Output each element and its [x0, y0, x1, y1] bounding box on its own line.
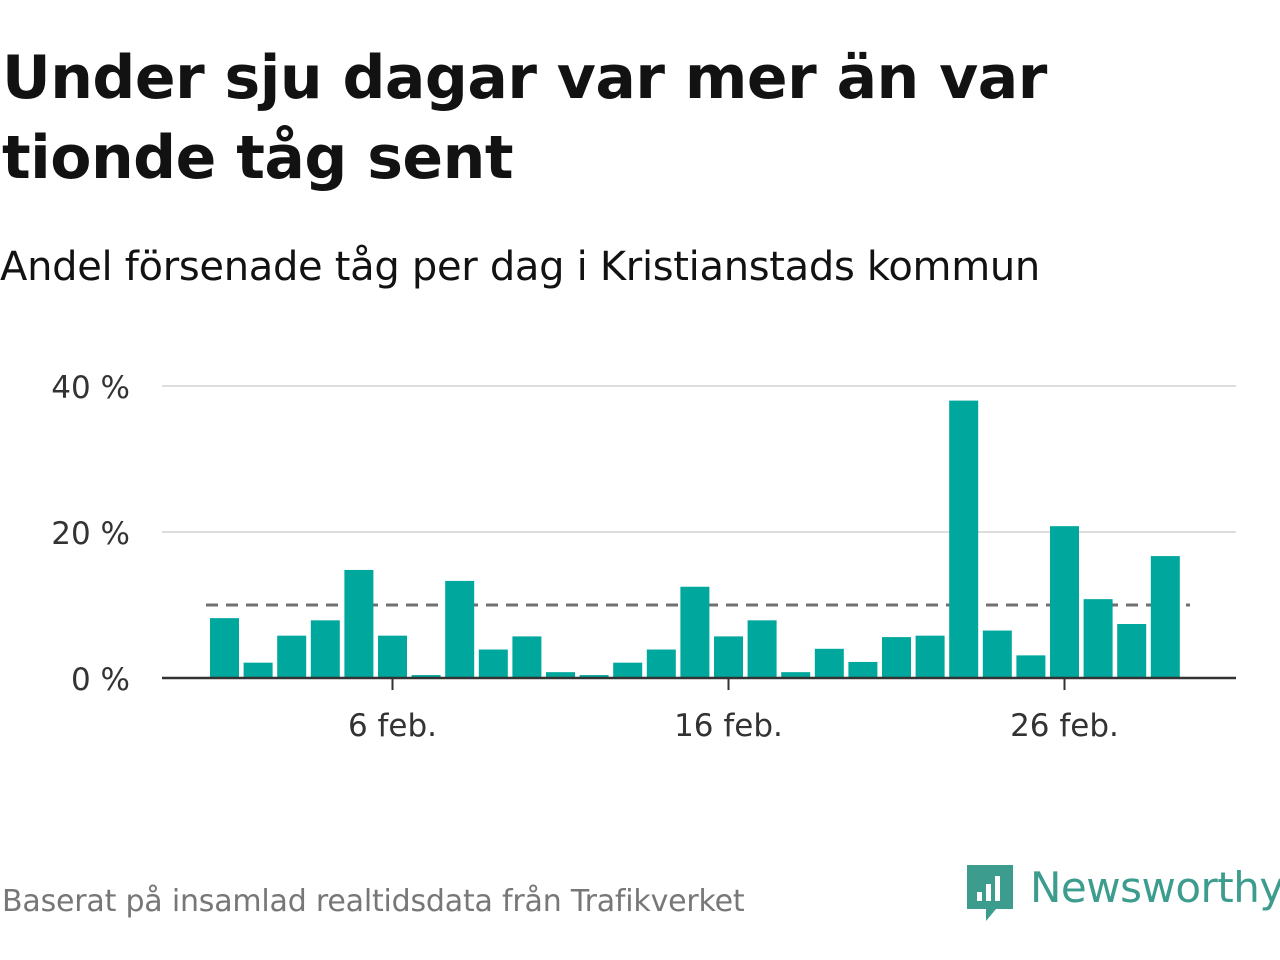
bar — [310, 620, 340, 678]
bar — [277, 635, 307, 678]
bar — [210, 618, 239, 678]
bar — [344, 569, 374, 678]
bar — [478, 649, 508, 678]
bar — [1150, 556, 1180, 678]
y-tick-label: 20 % — [51, 516, 130, 552]
bar — [1083, 599, 1113, 678]
brand-logo-block[interactable]: Newsworthy — [964, 862, 1280, 926]
y-tick-label: 0 % — [71, 662, 130, 698]
bar — [882, 637, 911, 678]
bar — [714, 636, 743, 678]
x-tick-label: 16 feb. — [674, 708, 783, 744]
bar — [378, 635, 407, 678]
bar — [1050, 526, 1079, 678]
bar — [915, 635, 945, 678]
bar — [680, 586, 710, 678]
bar-chart: 0 % 20 % 40 % 6 feb. 16 feb. 26 feb. — [51, 370, 1236, 744]
bar — [546, 672, 575, 678]
bar — [848, 661, 878, 678]
bar — [747, 620, 777, 678]
source-note: Baserat på insamlad realtidsdata från Tr… — [2, 884, 745, 919]
bar — [1117, 623, 1147, 678]
bar — [243, 662, 273, 678]
axis-layer: 0 % 20 % 40 % 6 feb. 16 feb. 26 feb. — [51, 370, 1236, 744]
chart-subtitle: Andel försenade tåg per dag i Kristianst… — [0, 244, 1040, 290]
brand-name: Newsworthy — [1030, 863, 1280, 912]
bar — [982, 630, 1012, 678]
chart-title: Under sju dagar var mer än var tionde tå… — [2, 43, 1047, 193]
bar — [1016, 655, 1046, 678]
x-tick-label: 6 feb. — [348, 708, 437, 744]
newsworthy-bar-chart-speech-bubble-icon — [967, 865, 1013, 921]
bar-layer — [210, 400, 1180, 678]
grid-layer — [162, 385, 1236, 533]
bar — [814, 648, 844, 678]
x-tick-label: 26 feb. — [1010, 708, 1119, 744]
y-tick-label: 40 % — [51, 370, 130, 406]
bar — [781, 672, 811, 678]
bar — [613, 662, 643, 678]
bar — [949, 400, 979, 678]
bar — [579, 675, 609, 678]
bar — [445, 580, 475, 678]
bar — [512, 636, 542, 678]
bar — [411, 675, 441, 678]
bar — [646, 649, 676, 678]
